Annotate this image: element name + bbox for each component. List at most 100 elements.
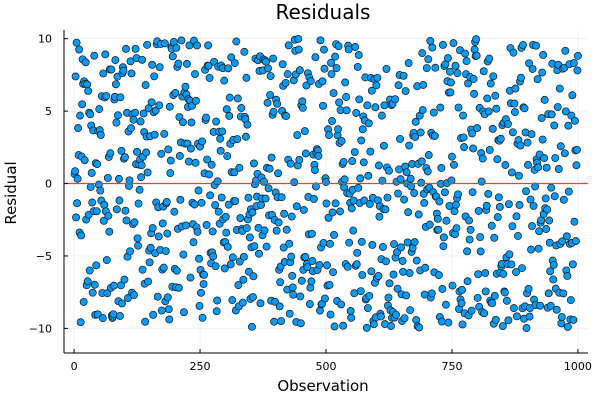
data-point (528, 64, 537, 73)
data-point (436, 103, 445, 112)
data-point (438, 40, 447, 49)
data-point (264, 64, 273, 73)
data-point (225, 111, 234, 120)
data-point (217, 193, 226, 202)
data-point (359, 158, 368, 167)
data-point (421, 263, 430, 272)
data-point (405, 269, 414, 278)
data-point (192, 96, 200, 105)
data-point (296, 292, 305, 301)
data-point (135, 185, 144, 194)
data-point (488, 299, 497, 308)
data-point (143, 40, 152, 49)
data-point (261, 194, 270, 203)
data-point (240, 47, 249, 56)
data-point (322, 199, 331, 208)
data-point (385, 166, 393, 175)
data-point (172, 43, 181, 52)
data-point (568, 260, 577, 269)
data-point (160, 129, 169, 138)
data-point (150, 72, 159, 81)
data-point (320, 45, 328, 54)
data-point (527, 130, 536, 139)
data-point (393, 284, 402, 293)
data-point (145, 258, 154, 267)
data-point (522, 324, 531, 333)
data-point (437, 164, 446, 172)
data-point (347, 204, 356, 213)
data-point (84, 86, 93, 95)
data-point (119, 66, 128, 75)
data-point (234, 281, 243, 290)
data-point (136, 117, 145, 126)
data-point (444, 318, 453, 327)
data-point (282, 112, 291, 121)
data-point (266, 72, 275, 80)
x-axis-ticks: 0 250 500 750 1000 (71, 349, 592, 373)
data-point (339, 157, 348, 166)
data-point (157, 306, 166, 315)
data-point (554, 165, 563, 173)
data-point (355, 95, 364, 104)
data-point (374, 272, 383, 280)
data-point (294, 45, 303, 54)
data-point (163, 229, 172, 238)
data-point (263, 98, 272, 107)
data-point (103, 174, 112, 182)
data-point (185, 41, 194, 50)
data-point (529, 201, 538, 210)
data-point (476, 233, 485, 242)
data-point (417, 157, 426, 166)
data-point (127, 69, 136, 78)
data-point (176, 195, 185, 204)
data-point (468, 188, 477, 197)
data-point (366, 147, 375, 156)
data-point (439, 233, 448, 242)
data-point (515, 200, 524, 209)
data-point (377, 111, 386, 120)
data-point (256, 299, 265, 308)
data-point (160, 39, 169, 48)
data-point (352, 260, 361, 269)
data-point (139, 109, 148, 118)
data-point (148, 60, 157, 69)
data-point (329, 268, 337, 277)
data-point (547, 183, 556, 192)
data-point (334, 42, 343, 51)
data-point (337, 300, 346, 309)
data-point (157, 149, 166, 158)
data-point (396, 175, 405, 184)
data-point (356, 287, 365, 296)
data-point (282, 225, 291, 234)
data-point (76, 111, 85, 120)
data-point (508, 128, 517, 137)
data-point (459, 133, 468, 142)
data-point (416, 128, 425, 137)
data-point (348, 157, 357, 166)
x-tick-label: 750 (441, 360, 462, 373)
data-point (298, 97, 307, 106)
data-point (287, 252, 296, 261)
data-point (273, 99, 282, 108)
data-point (187, 118, 196, 127)
data-point (492, 104, 501, 113)
data-point (137, 173, 146, 182)
data-point (86, 182, 95, 191)
data-point (187, 144, 195, 153)
data-point (288, 283, 297, 292)
data-point (133, 147, 142, 156)
data-point (341, 78, 350, 87)
data-point (285, 309, 294, 318)
data-point (331, 52, 340, 61)
data-point (311, 182, 320, 191)
data-point (379, 141, 388, 150)
data-point (499, 269, 508, 278)
data-point (339, 321, 348, 330)
data-point (90, 280, 99, 289)
data-point (144, 277, 153, 286)
data-point (195, 301, 204, 310)
data-point (454, 190, 462, 199)
data-point (113, 111, 122, 120)
data-point (102, 92, 111, 101)
data-point (380, 101, 389, 110)
